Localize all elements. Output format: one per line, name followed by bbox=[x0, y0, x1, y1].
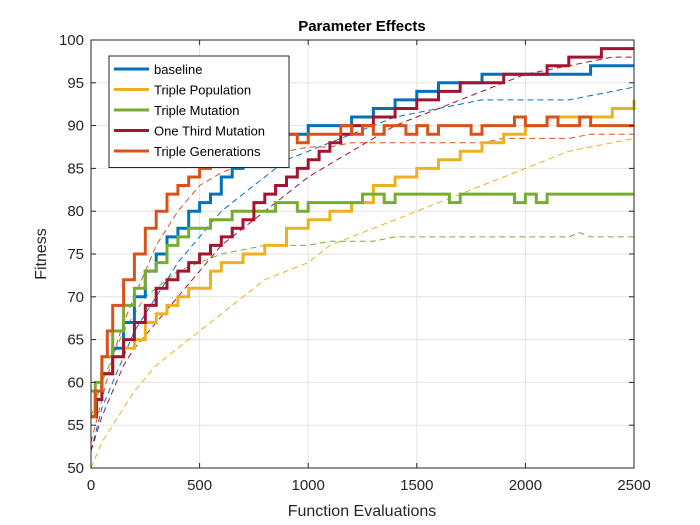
series-mean-line-triple-mutation bbox=[90, 232, 634, 417]
y-tick-label: 95 bbox=[67, 75, 84, 92]
y-tick-label: 55 bbox=[67, 417, 84, 434]
series-mean-line-triple-population bbox=[90, 137, 635, 469]
legend: baseline Triple Population Triple Mutation… bbox=[108, 55, 290, 168]
x-tick-label: 2000 bbox=[509, 477, 542, 494]
legend-label-baseline: baseline bbox=[154, 62, 202, 77]
legend-label-one-third-mutation: One Third Mutation bbox=[154, 124, 265, 139]
y-tick-label: 60 bbox=[67, 374, 84, 391]
chart-title: Parameter Effects bbox=[298, 18, 426, 35]
legend-label-triple-generations: Triple Generations bbox=[154, 144, 261, 159]
series-best-line-triple-population bbox=[91, 99, 636, 419]
y-axis: 50 55 60 65 70 75 80 85 90 95 100 bbox=[59, 32, 634, 477]
x-tick-label: 1500 bbox=[400, 477, 433, 494]
x-tick-label: 1000 bbox=[292, 477, 325, 494]
y-tick-label: 80 bbox=[67, 203, 84, 220]
legend-label-triple-population: Triple Population bbox=[154, 83, 251, 98]
y-tick-label: 85 bbox=[67, 160, 84, 177]
x-tick-label: 0 bbox=[87, 477, 95, 494]
legend-box bbox=[108, 55, 290, 168]
y-tick-label: 90 bbox=[67, 118, 84, 135]
x-axis-label: Function Evaluations bbox=[288, 503, 437, 520]
series-best-line-one-third-mutation bbox=[91, 47, 634, 419]
y-tick-label: 70 bbox=[67, 289, 84, 306]
y-tick-label: 75 bbox=[67, 246, 84, 263]
series-best-line-triple-generations bbox=[91, 115, 634, 419]
x-axis: 0 500 1000 1500 2000 2500 bbox=[87, 40, 651, 494]
y-tick-label: 100 bbox=[59, 32, 84, 49]
series-best-line-triple-mutation bbox=[91, 192, 634, 393]
series-mean-line-one-third-mutation bbox=[90, 56, 634, 452]
y-axis-label: Fitness bbox=[33, 228, 50, 280]
x-tick-label: 2500 bbox=[617, 477, 650, 494]
legend-label-triple-mutation: Triple Mutation bbox=[154, 103, 240, 118]
x-tick-label: 500 bbox=[187, 477, 212, 494]
y-tick-label: 65 bbox=[67, 332, 84, 349]
y-tick-label: 50 bbox=[67, 460, 84, 477]
